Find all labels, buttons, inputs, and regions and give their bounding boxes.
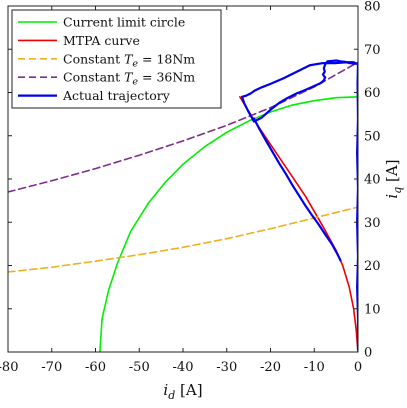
y-tick-label: 70 (364, 43, 381, 58)
series-line-1 (239, 96, 358, 352)
y-tick-label: 20 (364, 259, 381, 274)
x-tick-label: -80 (0, 360, 18, 375)
x-tick-label: 0 (354, 360, 362, 375)
y-tick-label: 0 (364, 346, 372, 361)
x-tick-label: -60 (85, 360, 106, 375)
x-tick-label: -50 (129, 360, 150, 375)
y-axis-label: iq [A] (383, 159, 404, 198)
series-line-5 (252, 117, 342, 262)
legend-entry: Current limit circle (63, 15, 185, 30)
x-tick-label: -10 (304, 360, 325, 375)
y-tick-label: 60 (364, 86, 381, 101)
series-line-3 (8, 61, 358, 193)
series-line-2 (8, 206, 358, 273)
legend-entry: MTPA curve (63, 33, 140, 48)
y-tick-label: 30 (364, 216, 381, 231)
x-tick-label: -30 (216, 360, 237, 375)
series-line-0 (99, 96, 358, 352)
y-tick-label: 80 (364, 0, 381, 15)
y-tick-label: 40 (364, 173, 381, 188)
x-axis-label: id [A] (163, 381, 202, 402)
x-tick-label: -40 (173, 360, 194, 375)
y-tick-label: 10 (364, 302, 381, 317)
legend: Current limit circle MTPA curve Constant T… (11, 9, 222, 109)
y-tick-label: 50 (364, 129, 381, 144)
legend-entry: Constant Te = 36Nm (63, 70, 195, 88)
x-tick-label: -70 (41, 360, 62, 375)
axes: -80 -70 -60 -50 -40 -30 -20 -10 00 10 20 30 40 50 60 70… (0, 0, 404, 402)
legend-entry: Actual trajectory (62, 88, 171, 103)
legend-entry: Constant Te = 18Nm (63, 51, 195, 69)
x-tick-label: -20 (260, 360, 281, 375)
